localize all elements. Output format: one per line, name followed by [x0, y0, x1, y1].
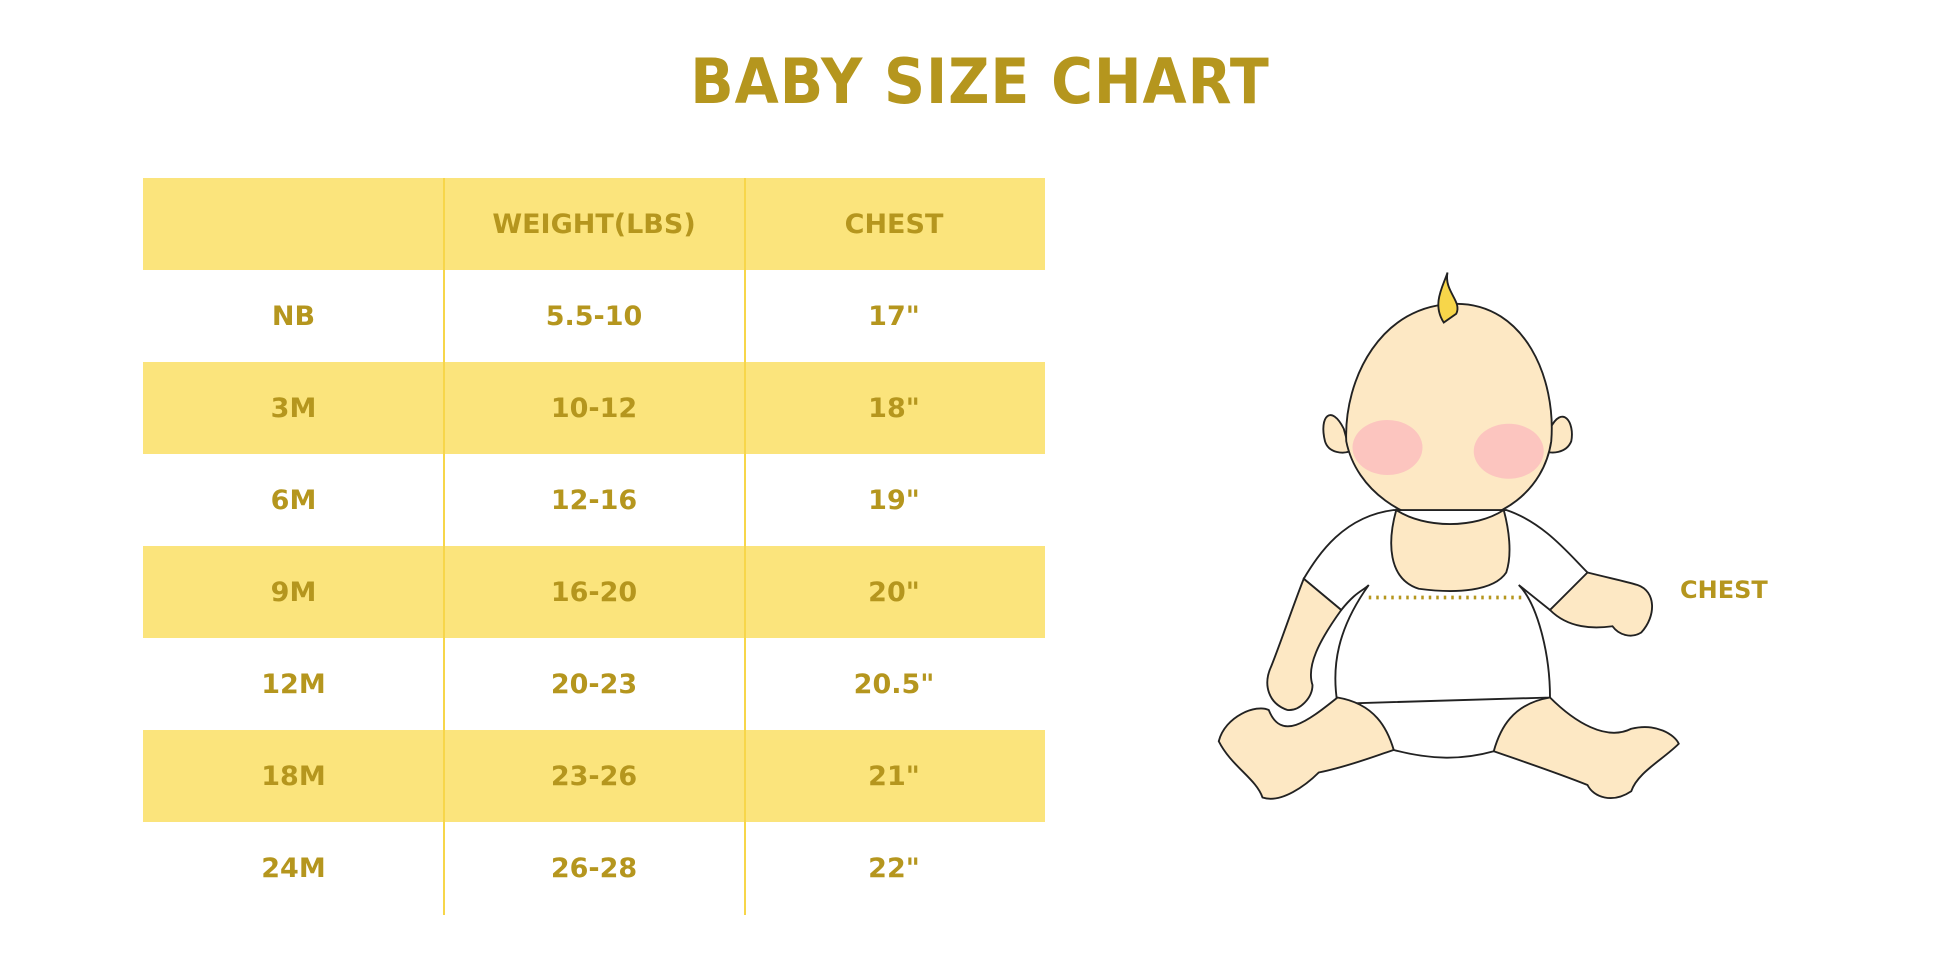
baby-illustration	[1217, 272, 1680, 800]
cell-chest: 17"	[868, 300, 920, 332]
chest-label: CHEST	[1680, 576, 1768, 604]
header-weight: WEIGHT(LBS)	[492, 208, 696, 240]
column-divider	[744, 178, 746, 915]
cell-chest: 19"	[868, 484, 920, 516]
cell-chest: 21"	[868, 760, 920, 792]
table-row: NB 5.5-10 17"	[143, 270, 1045, 362]
cell-weight: 26-28	[550, 852, 638, 884]
cell-size: 24M	[261, 852, 326, 884]
cell-weight: 12-16	[550, 484, 638, 516]
cell-size: 12M	[261, 668, 326, 700]
table-row: 9M 16-20 20"	[143, 546, 1045, 638]
header-chest: CHEST	[844, 208, 944, 240]
cell-weight: 20-23	[550, 668, 638, 700]
cell-weight: 23-26	[550, 760, 638, 792]
cell-size: 6M	[270, 484, 317, 516]
header-row: WEIGHT(LBS) CHEST	[143, 178, 1045, 270]
table-row: 6M 12-16 19"	[143, 454, 1045, 546]
table-row: 3M 10-12 18"	[143, 362, 1045, 454]
page-title: BABY SIZE CHART	[690, 45, 1270, 118]
cell-size: 18M	[261, 760, 326, 792]
size-table: WEIGHT(LBS) CHEST NB 5.5-10 17" 3M 10-12 18" 6…	[143, 178, 1045, 915]
cell-chest: 22"	[868, 852, 920, 884]
cell-weight: 16-20	[550, 576, 638, 608]
table-row: 18M 23-26 21"	[143, 730, 1045, 822]
cell-weight: 5.5-10	[545, 300, 643, 332]
column-divider	[443, 178, 445, 915]
table-row: 12M 20-23 20.5"	[143, 638, 1045, 730]
cell-chest: 20.5"	[853, 668, 935, 700]
cell-size: 3M	[270, 392, 317, 424]
cell-chest: 18"	[868, 392, 920, 424]
cell-chest: 20"	[868, 576, 920, 608]
cell-size: 9M	[270, 576, 317, 608]
cell-size: NB	[271, 300, 316, 332]
table-row: 24M 26-28 22"	[143, 822, 1045, 914]
cell-weight: 10-12	[550, 392, 638, 424]
